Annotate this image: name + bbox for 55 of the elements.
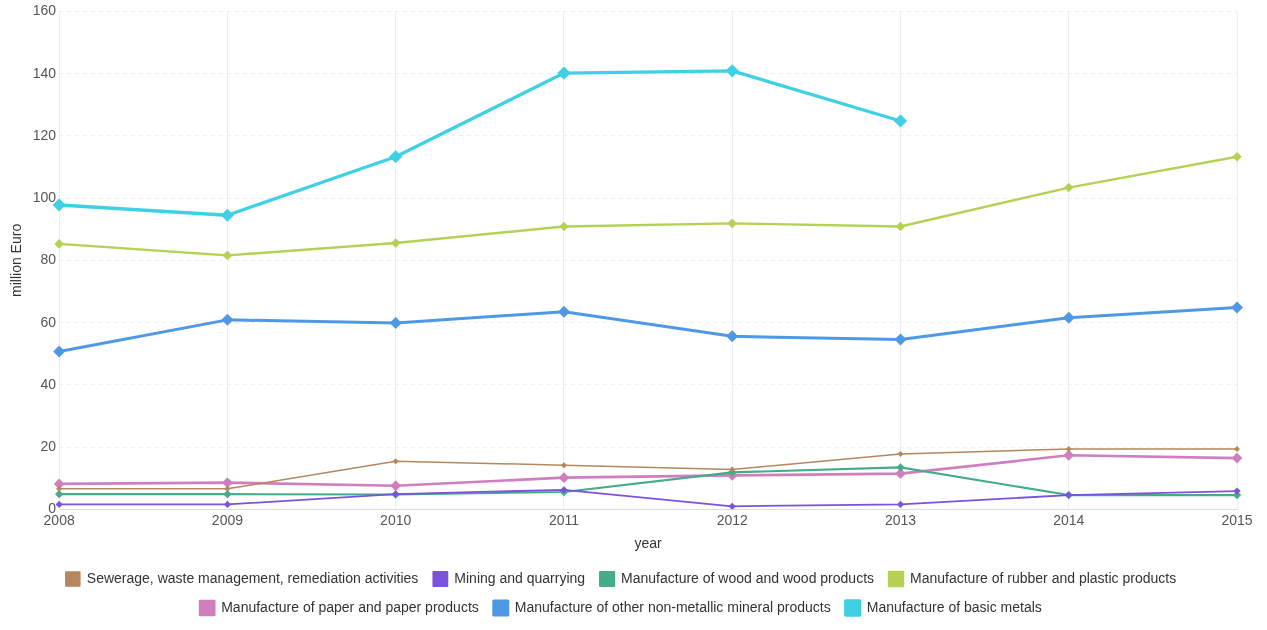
y-tick-label: 20 [40, 438, 57, 455]
point [725, 64, 739, 78]
point [1065, 446, 1072, 453]
point [557, 66, 571, 80]
point [220, 208, 235, 222]
point [728, 502, 736, 510]
y-tick-label: 140 [32, 64, 57, 81]
point [1231, 301, 1243, 314]
x-tick-label: 2009 [211, 511, 244, 528]
legend-label: Manufacture of wood and wood products [621, 569, 875, 586]
legend-label: Manufacture of other non-metallic mineral products [514, 598, 831, 615]
point [727, 218, 738, 229]
legend-label: Manufacture of paper and paper products [221, 598, 479, 615]
legend-label: Manufacture of rubber and plastic products [910, 569, 1177, 586]
x-tick-label: 2010 [380, 511, 412, 528]
point [896, 500, 905, 509]
legend-label: Mining and quarrying [454, 569, 586, 586]
x-tick-label: 2012 [716, 511, 748, 528]
point [392, 458, 399, 465]
x-tick-label: 2015 [1221, 511, 1253, 528]
point [1062, 311, 1075, 324]
point [389, 150, 403, 164]
point [53, 345, 66, 358]
y-tick-label: 100 [32, 189, 57, 206]
point [1232, 151, 1242, 162]
y-tick-label: 80 [40, 251, 57, 268]
point [1063, 182, 1074, 193]
point [55, 500, 63, 509]
point [897, 451, 904, 457]
y-tick-label: 40 [40, 375, 57, 392]
x-tick-label: 2013 [884, 511, 917, 528]
y-axis-title: million Euro [8, 223, 25, 297]
point [1231, 452, 1243, 464]
x-tick-label: 2011 [548, 511, 580, 528]
legend-label: Manufacture of basic metals [866, 598, 1042, 615]
x-axis-title: year [634, 535, 663, 552]
point [221, 313, 234, 326]
y-tick-label: 120 [32, 126, 57, 143]
point [896, 463, 905, 472]
point [1234, 446, 1240, 453]
y-tick-label: 60 [40, 313, 57, 330]
point [893, 114, 908, 128]
point [559, 221, 569, 232]
point [390, 480, 402, 492]
legend-label: Sewerage, waste management, remediation activities [86, 569, 419, 586]
y-tick-label: 160 [32, 2, 57, 19]
point [224, 485, 231, 492]
point [1233, 487, 1241, 495]
x-tick-label: 2014 [1053, 511, 1085, 528]
point [729, 466, 736, 473]
point [54, 239, 64, 249]
point [560, 462, 567, 469]
point [894, 333, 907, 346]
point [223, 500, 232, 509]
point [56, 485, 63, 492]
